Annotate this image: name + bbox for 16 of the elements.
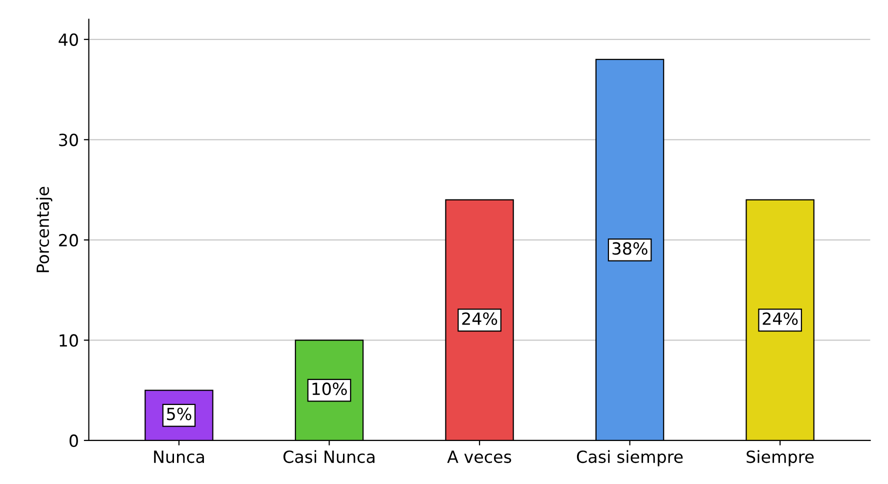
y-tick-label: 10 (60, 334, 78, 347)
y-tick-label: 20 (59, 234, 78, 246)
y-tick-label: 0 (70, 434, 78, 448)
x-tick-label: Siempre (746, 450, 814, 466)
x-tick-label: A veces (447, 450, 512, 464)
y-axis-title: Porcentaje (36, 186, 52, 272)
data-label: 5% (167, 408, 192, 420)
data-label: 38% (612, 242, 648, 255)
data-label: 24% (462, 312, 498, 325)
x-tick-label: Casi Nunca (283, 450, 374, 464)
x-tick-label: Nunca (154, 450, 204, 464)
y-tick-label: 30 (59, 134, 78, 146)
data-label: 24% (762, 312, 798, 325)
data-label: 10% (312, 382, 347, 396)
x-tick-label: Casi siempre (576, 450, 683, 466)
y-tick-label: 40 (58, 33, 78, 46)
